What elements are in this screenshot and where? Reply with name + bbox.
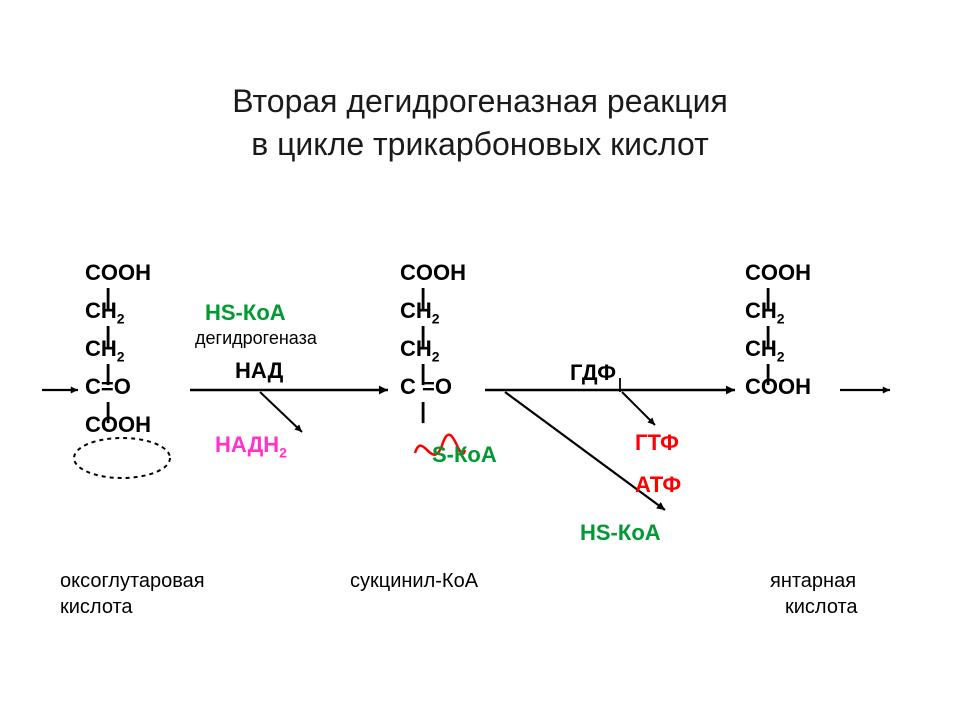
arrow (622, 392, 655, 425)
label-cap1b: кислота (60, 596, 133, 619)
label-atp: АТФ (635, 472, 681, 498)
structure-line: COOH (85, 414, 151, 438)
molecule-succinate: COOH|CH2|CH2|COOH (745, 262, 811, 400)
label-cap3b: кислота (785, 596, 858, 619)
structure-line: CH2 (745, 338, 811, 362)
arrow (42, 387, 78, 394)
label-dehydro: дегидрогеназа (195, 328, 317, 349)
label-gtp: ГТФ (635, 430, 679, 456)
label-cap2: сукцинил-КоА (350, 570, 478, 593)
arrow (260, 392, 302, 432)
structure-line: CH2 (400, 300, 466, 324)
arrow (485, 386, 735, 395)
label-nadh2: НАДН2 (215, 432, 287, 460)
structure-line: CH2 (85, 300, 151, 324)
structure-line: C=O (85, 376, 151, 400)
molecule-succinyl-coa: COOH|CH2|CH2|C =O|S-КоА (400, 262, 466, 438)
leaving-group-highlight (74, 438, 170, 478)
label-hskoa_bot: HS-КоА (580, 520, 661, 546)
arrow (840, 387, 890, 394)
diagram-stage: Вторая дегидрогеназная реакция в цикле т… (0, 0, 960, 720)
structure-line: COOH (400, 262, 466, 286)
structure-line: COOH (85, 262, 151, 286)
structure-line: S-КоА (432, 444, 498, 468)
structure-line: COOH (745, 262, 811, 286)
structure-line: C =O (400, 376, 466, 400)
label-nad: НАД (235, 358, 283, 384)
label-hskoa_top: HS-КоА (205, 300, 286, 326)
structure-line: CH2 (400, 338, 466, 362)
molecule-oxoglutarate: COOH|CH2|CH2|C=O|COOH (85, 262, 151, 438)
structure-line: CH2 (85, 338, 151, 362)
label-cap3a: янтарная (770, 570, 856, 593)
structure-line: COOH (745, 376, 811, 400)
structure-line: CH2 (745, 300, 811, 324)
arrow (190, 386, 388, 395)
label-cap1a: оксоглутаровая (60, 570, 205, 593)
bond: | (400, 400, 466, 414)
label-gdp: ГДФ (570, 360, 616, 386)
